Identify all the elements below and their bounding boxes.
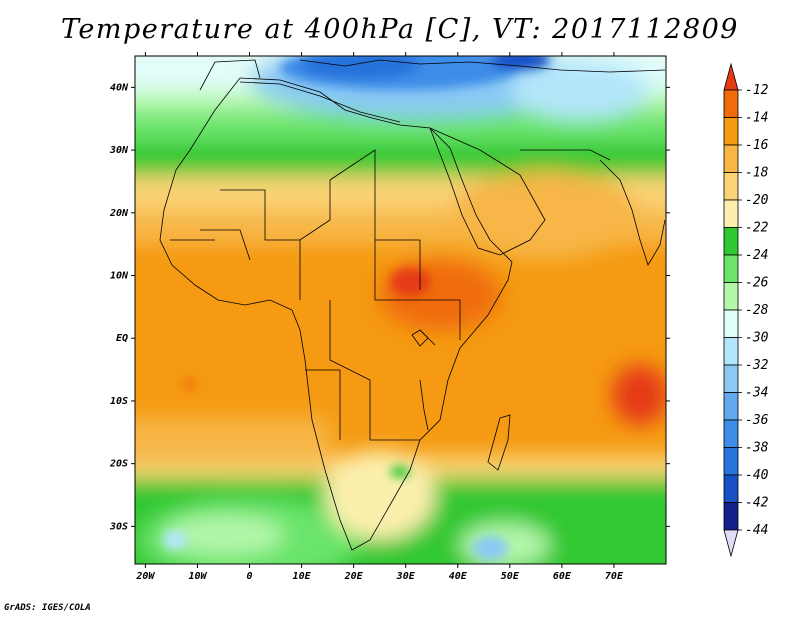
- colorbar-box: [723, 172, 739, 201]
- colorbar-label: -20: [745, 193, 769, 208]
- colorbar-box: [723, 254, 739, 283]
- colorbar-box: [723, 89, 739, 118]
- lat-tick-label: 20S: [109, 459, 128, 470]
- lon-tick-label: 0: [247, 571, 253, 582]
- lon-tick-label: 30E: [396, 571, 416, 582]
- colorbar-box: [723, 502, 739, 531]
- map-frame: [134, 55, 667, 565]
- colorbar-label: -38: [745, 441, 769, 456]
- colorbar-box: [723, 282, 739, 311]
- colorbar-label: -36: [745, 413, 769, 428]
- colorbar-label: -26: [745, 276, 769, 291]
- colorbar-label: -16: [745, 138, 769, 153]
- colorbar-top-triangle: [723, 62, 739, 91]
- lon-tick-label: 40E: [449, 571, 468, 582]
- colorbar: -12 -14 -16 -18 -20 -22 -24 -26 -28 -30 -32 -34 -36 -…: [723, 62, 769, 558]
- colorbar-label: -40: [745, 468, 769, 483]
- colorbar-box: [723, 447, 739, 476]
- colorbar-box: [723, 419, 739, 448]
- lon-tick-label: 50E: [501, 571, 520, 582]
- latitude-ticks: 40N 30N 20N 10N EQ 10S 20S 30S: [109, 82, 670, 532]
- lon-tick-label: 20W: [135, 571, 155, 582]
- colorbar-label: -12: [745, 83, 769, 98]
- colorbar-label: -18: [745, 166, 769, 181]
- lon-tick-label: 60E: [553, 571, 572, 582]
- lat-tick-label: 10N: [110, 271, 129, 282]
- colorbar-box: [723, 337, 739, 366]
- colorbar-box: [723, 364, 739, 393]
- temperature-field: [135, 56, 666, 564]
- colorbar-box: [723, 117, 739, 146]
- lat-tick-label: 30S: [109, 521, 128, 532]
- lon-tick-label: 70E: [605, 571, 624, 582]
- lat-tick-label: 20N: [109, 208, 129, 219]
- colorbar-box: [723, 392, 739, 421]
- colorbar-box: [723, 474, 739, 503]
- colorbar-bottom-triangle: [723, 529, 739, 558]
- lon-tick-label: 10E: [293, 571, 312, 582]
- lat-tick-label: 10S: [110, 396, 128, 407]
- colorbar-label: -34: [745, 386, 768, 401]
- colorbar-label: -28: [745, 303, 769, 318]
- colorbar-label: -22: [745, 221, 769, 236]
- colorbar-label: -14: [745, 111, 768, 126]
- lon-tick-label: 10W: [188, 571, 207, 582]
- colorbar-box: [723, 227, 739, 256]
- coastlines-and-borders: [159, 59, 666, 551]
- lon-tick-label: 20E: [344, 571, 364, 582]
- colorbar-box: [723, 199, 739, 228]
- colorbar-label: -30: [745, 331, 769, 346]
- colorbar-box: [723, 144, 739, 173]
- lat-tick-label: EQ: [116, 333, 128, 344]
- colorbar-label: -32: [745, 358, 769, 373]
- colorbar-label: -24: [745, 248, 768, 263]
- colorbar-box: [723, 309, 739, 338]
- lat-tick-label: 40N: [110, 82, 129, 93]
- colorbar-label: -42: [745, 496, 769, 511]
- longitude-ticks: 20W 10W 0 10E 20E 30E 40E 50E 60E 70E: [135, 52, 624, 582]
- grads-credit: GrADS: IGES/COLA: [4, 603, 91, 613]
- colorbar-label: -44: [745, 523, 768, 538]
- map-title: Temperature at 400hPa [C], VT: 201711280…: [61, 14, 739, 45]
- lat-tick-label: 30N: [109, 145, 129, 156]
